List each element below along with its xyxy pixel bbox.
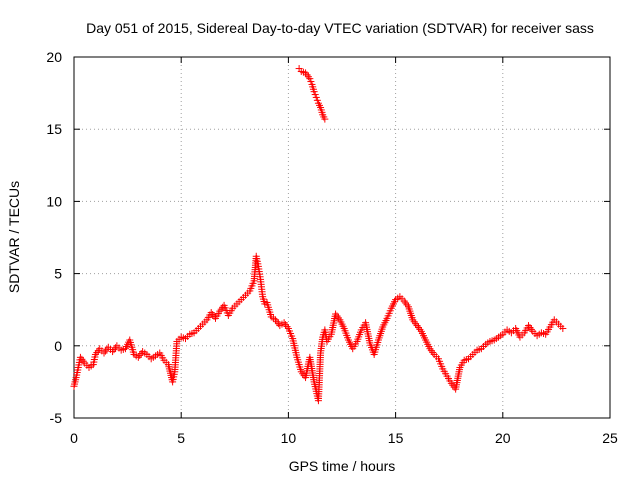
x-tick-label: 20 — [495, 430, 511, 446]
data-point — [311, 91, 319, 99]
y-tick-label: -5 — [50, 410, 63, 426]
x-tick-label: 15 — [388, 430, 404, 446]
data-point — [312, 93, 320, 101]
y-tick-label: 15 — [46, 121, 62, 137]
x-tick-label: 25 — [602, 430, 618, 446]
data-point — [559, 324, 567, 332]
y-tick-label: 10 — [46, 193, 62, 209]
grid — [74, 57, 610, 418]
plot-frame — [73, 56, 611, 419]
y-tick-label: 0 — [54, 338, 62, 354]
data-point — [310, 88, 318, 96]
y-tick-label: 20 — [46, 49, 62, 65]
x-tick-labels: 0 5 10 15 20 25 — [70, 430, 618, 446]
x-tick-label: 10 — [281, 430, 297, 446]
x-tick-label: 0 — [70, 430, 78, 446]
data-points — [70, 65, 567, 405]
x-axis-title: GPS time / hours — [289, 458, 396, 474]
y-axis-title: SDTVAR / TECUs — [6, 181, 22, 293]
data-point — [313, 96, 321, 104]
data-point — [321, 115, 329, 123]
y-tick-labels: -5 0 5 10 15 20 — [46, 49, 62, 426]
y-tick-label: 5 — [54, 266, 62, 282]
x-tick-label: 5 — [177, 430, 185, 446]
data-point — [306, 75, 314, 83]
chart-title: Day 051 of 2015, Sidereal Day-to-day VTE… — [86, 20, 594, 36]
axis-ticks — [73, 56, 611, 419]
data-point — [307, 78, 315, 86]
